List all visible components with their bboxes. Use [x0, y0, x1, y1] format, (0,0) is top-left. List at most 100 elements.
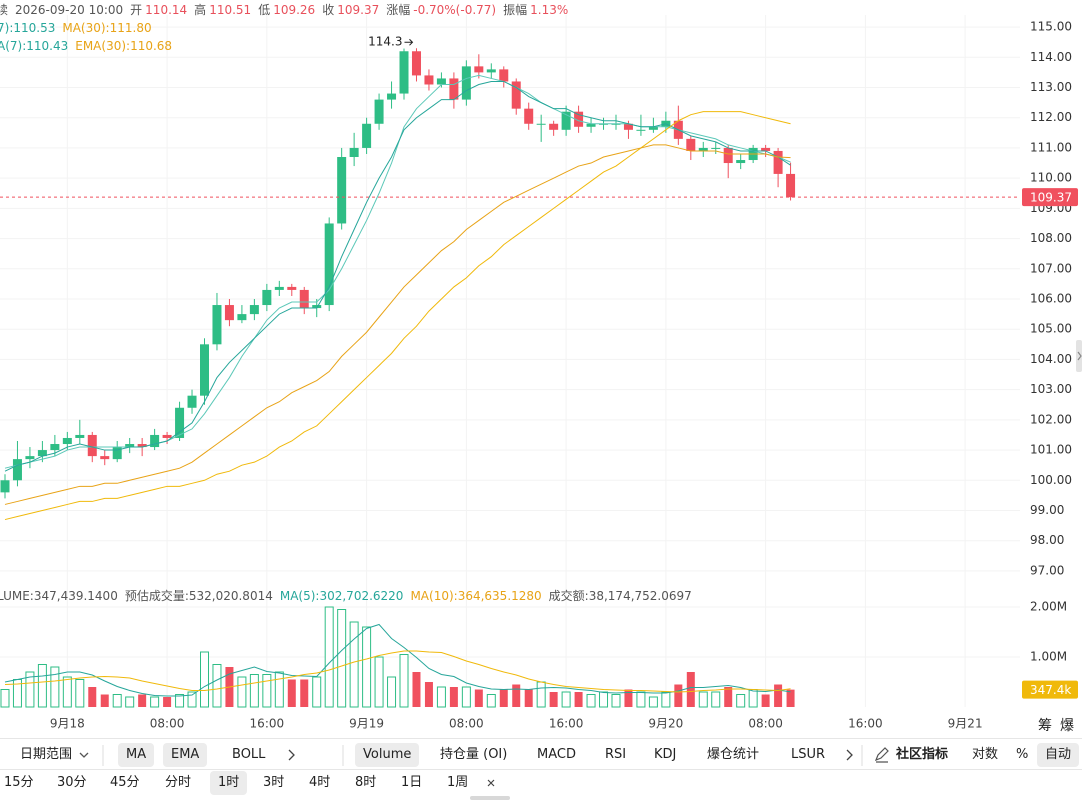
- interval-button[interactable]: 45分: [110, 775, 140, 790]
- toolbar-button[interactable]: %: [1016, 747, 1029, 762]
- volume-bar: [436, 686, 446, 708]
- indicator-line: [4, 74, 791, 469]
- toolbar-button[interactable]: 爆仓统计: [707, 747, 760, 762]
- candle-body: [786, 173, 796, 198]
- price-legend: 7):110.53 MA(30):111.80: [0, 20, 159, 36]
- ohlc-header: 续 2026-09-20 10:00 开 110.14 高 110.51 低 109.26 收 1…: [0, 2, 575, 18]
- candle-body: [87, 434, 97, 457]
- volume-bar: [75, 679, 85, 708]
- volume-bar: [300, 679, 309, 707]
- candle-body: [586, 123, 596, 127]
- annotation-arrow: [404, 38, 414, 46]
- toolbar-button[interactable]: MA: [118, 743, 155, 767]
- volume-bar: [349, 621, 359, 708]
- y-tick-label: 102.00: [1030, 412, 1072, 426]
- candle-body: [436, 78, 446, 85]
- separator: [0, 769, 1082, 770]
- volume-bar: [512, 684, 521, 707]
- volume-legend: LUME:347,439.1400 预估成交量:532,020.8014 MA(5)…: [0, 588, 699, 604]
- volume-bar: [449, 687, 458, 707]
- legend-entry: 7):110.53: [0, 21, 56, 35]
- volume-bar: [187, 691, 197, 708]
- volume-ma-line: [4, 650, 791, 693]
- toolbar-button[interactable]: 社区指标: [896, 747, 949, 762]
- interval-button[interactable]: 1时: [210, 771, 248, 795]
- candle-body: [698, 147, 708, 151]
- y-tick-label: 98.00: [1030, 533, 1064, 547]
- x-tick-label: 9月21: [948, 717, 983, 731]
- volume-bar: [636, 691, 646, 708]
- volume-bar: [524, 689, 533, 707]
- candle-body: [100, 456, 110, 460]
- candle-body: [262, 289, 272, 306]
- toolbar-button[interactable]: 对数: [972, 747, 999, 762]
- volume-bar: [199, 651, 209, 708]
- volume-bar: [736, 694, 746, 708]
- field-value: 109.37: [337, 3, 380, 17]
- indicator-line: [4, 144, 791, 505]
- candle-body: [237, 314, 247, 321]
- interval-button[interactable]: 1日: [401, 775, 423, 790]
- high-annotation: 114.3: [368, 35, 402, 49]
- candle-body: [312, 305, 322, 309]
- volume-bar: [774, 684, 783, 707]
- toolbar-button[interactable]: RSI: [605, 747, 627, 762]
- x-tick-label: 9月20: [648, 717, 683, 731]
- toolbar-button[interactable]: 自动: [1037, 743, 1080, 767]
- interval-button[interactable]: 分时: [165, 775, 192, 790]
- candle-body: [0, 480, 10, 493]
- interval-button[interactable]: 8时: [355, 775, 377, 790]
- toolbar-button[interactable]: EMA: [163, 743, 208, 767]
- volume-bar: [138, 694, 147, 707]
- interval-button[interactable]: 4时: [309, 775, 331, 790]
- volume-bar: [549, 692, 558, 707]
- volume-bar: [163, 697, 172, 707]
- price-legend: A(7):110.43 EMA(30):110.68: [0, 38, 179, 54]
- candle-body: [736, 160, 746, 164]
- toolbar-button[interactable]: 日期范围: [20, 747, 73, 762]
- toolbar-button[interactable]: BOLL: [232, 747, 266, 762]
- field-label: 收: [322, 3, 335, 17]
- legend-entry: MA(30):111.80: [62, 21, 152, 35]
- side-label: 爆: [1060, 718, 1074, 734]
- candle-body: [349, 147, 359, 157]
- toolbar-button[interactable]: MACD: [537, 747, 576, 762]
- interval-button[interactable]: 3时: [263, 775, 285, 790]
- field-label: 高: [194, 3, 207, 17]
- toolbar-button[interactable]: 持仓量 (OI): [440, 747, 508, 762]
- candle-body: [50, 444, 60, 451]
- candle-body: [175, 407, 185, 438]
- y-tick-label: 2.00M: [1030, 600, 1067, 614]
- x-tick-label: 16:00: [848, 717, 883, 731]
- volume-bar: [112, 694, 122, 708]
- volume-bar: [125, 696, 135, 708]
- volume-bar: [611, 694, 621, 708]
- legend-entry: 预估成交量:532,020.8014: [124, 589, 273, 603]
- candle-body: [636, 129, 646, 131]
- candle-body: [249, 305, 259, 315]
- candle-body: [324, 223, 334, 306]
- toolbar-button[interactable]: KDJ: [654, 747, 677, 762]
- field-label: 涨幅: [386, 3, 411, 17]
- interval-button[interactable]: 1周: [447, 775, 469, 790]
- interval-button[interactable]: 30分: [57, 775, 87, 790]
- y-tick-label: 101.00: [1030, 443, 1072, 457]
- candle-body: [274, 286, 284, 290]
- volume-bar: [674, 684, 683, 707]
- toolbar-button[interactable]: LSUR: [791, 747, 826, 762]
- volume-bar: [661, 691, 671, 708]
- volume-bar: [748, 689, 758, 708]
- side-handle[interactable]: [1076, 340, 1082, 372]
- candle-body: [648, 126, 658, 130]
- candle-body: [511, 81, 521, 109]
- toolbar-button[interactable]: Volume: [355, 743, 420, 767]
- interval-button[interactable]: 15分: [4, 775, 34, 790]
- candle-body: [299, 289, 309, 309]
- volume-bar: [249, 674, 259, 708]
- volume-bar: [362, 626, 372, 708]
- y-tick-label: 100.00: [1030, 473, 1072, 487]
- volume-bar: [175, 694, 185, 708]
- volume-bar: [399, 654, 409, 708]
- candle-body: [411, 51, 421, 76]
- field-label: 振幅: [503, 3, 528, 17]
